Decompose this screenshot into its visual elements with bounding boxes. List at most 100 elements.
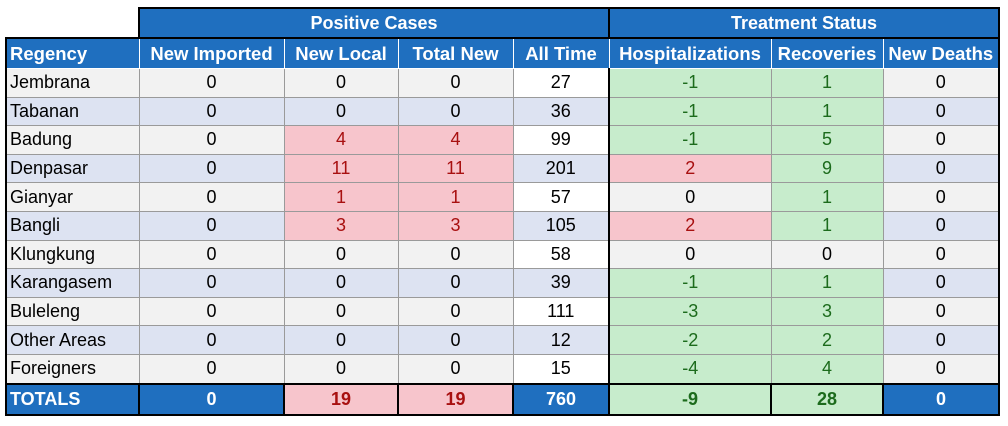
table-row: Buleleng 0 0 0 111 -3 3 0 — [5, 296, 1000, 327]
hospitalizations-cell: 2 — [608, 210, 772, 241]
new-local-cell: 0 — [283, 268, 399, 298]
new-imported-cell: 0 — [138, 353, 285, 385]
column-header-row: Regency New Imported New Local Total New… — [5, 37, 1000, 69]
column-header-total-new: Total New — [397, 37, 514, 69]
recoveries-cell: 1 — [770, 96, 884, 127]
new-deaths-cell: 0 — [882, 210, 1000, 241]
total-new-cell: 1 — [397, 182, 514, 212]
new-imported-cell: 0 — [138, 210, 285, 241]
table-row: Foreigners 0 0 0 15 -4 4 0 — [5, 353, 1000, 385]
table-row: Other Areas 0 0 0 12 -2 2 0 — [5, 325, 1000, 355]
recoveries-cell: 0 — [770, 239, 884, 270]
table-row: Jembrana 0 0 0 27 -1 1 0 — [5, 68, 1000, 98]
new-imported-cell: 0 — [138, 182, 285, 212]
new-deaths-cell: 0 — [882, 96, 1000, 127]
regency-cell: Bangli — [5, 210, 140, 241]
table-row: Klungkung 0 0 0 58 0 0 0 — [5, 239, 1000, 270]
total-new-cell: 0 — [397, 68, 514, 98]
regency-cell: Karangasem — [5, 268, 140, 298]
new-deaths-cell: 0 — [882, 68, 1000, 98]
column-header-new-local: New Local — [283, 37, 399, 69]
hospitalizations-cell: -4 — [608, 353, 772, 385]
all-time-cell: 15 — [512, 353, 610, 385]
total-new-cell: 0 — [397, 268, 514, 298]
recoveries-cell: 5 — [770, 125, 884, 155]
column-header-hospitalizations: Hospitalizations — [608, 37, 772, 69]
hospitalizations-cell: -2 — [608, 325, 772, 355]
new-local-cell: 11 — [283, 153, 399, 184]
column-header-new-imported: New Imported — [138, 37, 285, 69]
group-header-row: Positive Cases Treatment Status — [6, 7, 1000, 39]
table-row: Karangasem 0 0 0 39 -1 1 0 — [5, 268, 1000, 298]
new-deaths-cell: 0 — [882, 353, 1000, 385]
total-new-cell: 0 — [397, 353, 514, 385]
all-time-cell: 39 — [512, 268, 610, 298]
total-recoveries-cell: 28 — [770, 382, 884, 416]
new-local-cell: 0 — [283, 325, 399, 355]
total-new-deaths-cell: 0 — [882, 382, 1000, 416]
regency-cell: Buleleng — [5, 296, 140, 327]
total-new-local-cell: 19 — [283, 382, 399, 416]
all-time-cell: 36 — [512, 96, 610, 127]
total-new-cell: 4 — [397, 125, 514, 155]
column-header-all-time: All Time — [512, 37, 610, 69]
new-deaths-cell: 0 — [882, 125, 1000, 155]
new-deaths-cell: 0 — [882, 325, 1000, 355]
recoveries-cell: 1 — [770, 182, 884, 212]
treatment-status-header: Treatment Status — [608, 7, 1000, 39]
header-blank-cell — [6, 8, 139, 39]
total-new-cell: 0 — [397, 96, 514, 127]
new-local-cell: 0 — [283, 96, 399, 127]
hospitalizations-cell: -3 — [608, 296, 772, 327]
new-local-cell: 1 — [283, 182, 399, 212]
total-total-new-cell: 19 — [397, 382, 514, 416]
hospitalizations-cell: -1 — [608, 268, 772, 298]
regency-cell: Gianyar — [5, 182, 140, 212]
new-imported-cell: 0 — [138, 268, 285, 298]
new-deaths-cell: 0 — [882, 153, 1000, 184]
hospitalizations-cell: 2 — [608, 153, 772, 184]
regency-cell: Jembrana — [5, 68, 140, 98]
column-header-new-deaths: New Deaths — [882, 37, 1000, 69]
column-header-regency: Regency — [5, 37, 140, 69]
regency-cell: Klungkung — [5, 239, 140, 270]
new-imported-cell: 0 — [138, 153, 285, 184]
new-imported-cell: 0 — [138, 125, 285, 155]
new-local-cell: 0 — [283, 353, 399, 385]
hospitalizations-cell: -1 — [608, 68, 772, 98]
total-new-cell: 11 — [397, 153, 514, 184]
total-all-time-cell: 760 — [512, 382, 610, 416]
table-row: Badung 0 4 4 99 -1 5 0 — [5, 125, 1000, 155]
total-new-cell: 0 — [397, 296, 514, 327]
totals-row: TOTALS 0 19 19 760 -9 28 0 — [5, 382, 1000, 416]
table-row: Bangli 0 3 3 105 2 1 0 — [5, 210, 1000, 241]
hospitalizations-cell: 0 — [608, 182, 772, 212]
new-deaths-cell: 0 — [882, 182, 1000, 212]
covid-cases-table: Positive Cases Treatment Status Regency … — [5, 7, 1000, 416]
positive-cases-header: Positive Cases — [138, 7, 610, 39]
regency-cell: Tabanan — [5, 96, 140, 127]
hospitalizations-cell: 0 — [608, 239, 772, 270]
all-time-cell: 12 — [512, 325, 610, 355]
recoveries-cell: 1 — [770, 268, 884, 298]
new-local-cell: 0 — [283, 68, 399, 98]
totals-label: TOTALS — [5, 382, 140, 416]
recoveries-cell: 3 — [770, 296, 884, 327]
recoveries-cell: 9 — [770, 153, 884, 184]
table-row: Gianyar 0 1 1 57 0 1 0 — [5, 182, 1000, 212]
recoveries-cell: 4 — [770, 353, 884, 385]
table-row: Denpasar 0 11 11 201 2 9 0 — [5, 153, 1000, 184]
total-new-cell: 0 — [397, 239, 514, 270]
new-imported-cell: 0 — [138, 68, 285, 98]
total-hospitalizations-cell: -9 — [608, 382, 772, 416]
regency-cell: Other Areas — [5, 325, 140, 355]
new-local-cell: 3 — [283, 210, 399, 241]
new-local-cell: 0 — [283, 239, 399, 270]
recoveries-cell: 2 — [770, 325, 884, 355]
new-local-cell: 0 — [283, 296, 399, 327]
hospitalizations-cell: -1 — [608, 125, 772, 155]
new-imported-cell: 0 — [138, 325, 285, 355]
all-time-cell: 58 — [512, 239, 610, 270]
new-deaths-cell: 0 — [882, 268, 1000, 298]
regency-cell: Badung — [5, 125, 140, 155]
